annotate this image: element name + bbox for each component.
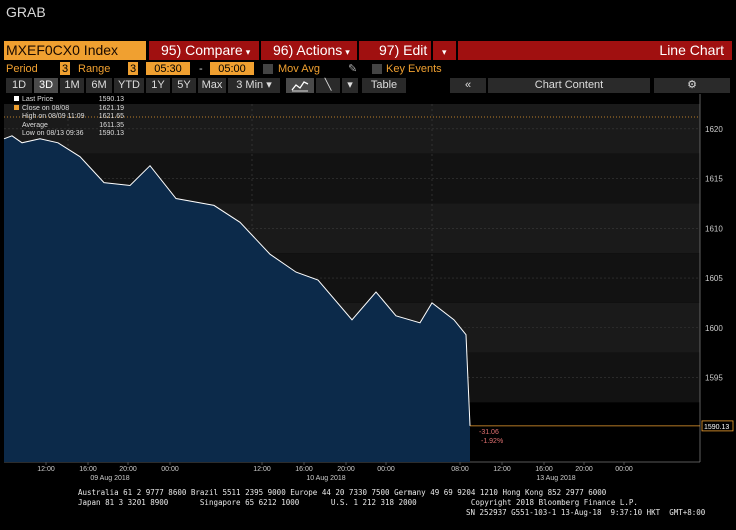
compare-label: 95) Compare <box>161 42 243 58</box>
range-1y-button[interactable]: 1Y <box>146 78 170 93</box>
legend-label: Close on 08/08 <box>22 104 70 112</box>
price-chart[interactable]: 1620 1615 1610 1605 1600 1595 1590.13 -31.06 -1.… <box>0 94 736 486</box>
x-tick-label: 20:00 <box>337 466 355 473</box>
legend-high: High on 08/09 11:09 <box>22 113 85 120</box>
pencil-icon[interactable]: ✎ <box>348 63 358 75</box>
last-price-box <box>701 420 734 432</box>
toolbar: 1D 3D 1M 6M YTD 1Y 5Y Max 3 Min ▾ ╲ ▾ Ta… <box>4 78 732 93</box>
x-tick-label: 16:00 <box>79 466 97 473</box>
actions-button[interactable]: 96) Actions ▾ <box>261 41 357 60</box>
price-line <box>3 135 471 426</box>
x-tick-label: 00:00 <box>377 466 395 473</box>
line-chart-glyph <box>291 81 309 92</box>
chart-content-label: Chart Content <box>534 79 604 91</box>
range-5y-button[interactable]: 5Y <box>172 78 196 93</box>
x-tick-label: 00:00 <box>161 466 179 473</box>
range-3d-button[interactable]: 3D <box>34 78 58 93</box>
ticker-field[interactable]: MXEF0CX0 Index <box>4 41 146 60</box>
time-to-field[interactable]: 05:00 <box>210 62 254 75</box>
edit-label: 97) Edit <box>379 42 428 58</box>
line-chart-icon[interactable] <box>286 78 314 93</box>
legend-average: Average <box>22 121 48 129</box>
x-tick-label: 00:00 <box>615 466 633 473</box>
chart-content-button[interactable]: Chart Content <box>488 78 650 93</box>
range-ytd-button[interactable]: YTD <box>114 78 144 93</box>
legend-value: 1611.35 <box>99 121 124 129</box>
interval-label: 3 Min <box>236 79 264 91</box>
legend-close: Close on 08/08 <box>14 104 94 114</box>
key-events-label: Key Events <box>386 63 442 75</box>
period-field[interactable]: 3 <box>60 62 70 75</box>
legend-label: Last Price <box>22 96 54 103</box>
range-label: Range <box>78 63 111 75</box>
legend-values: 1590.13 1621.19 1621.65 1611.35 1590.13 <box>92 96 124 139</box>
x-tick-label: 20:00 <box>119 466 137 473</box>
annotation-icon[interactable]: ╲ <box>316 78 340 93</box>
footer-session: SN 252937 G551-103-1 13-Aug-18 9:37:10 H… <box>466 508 706 517</box>
chevron-down-icon: ▾ <box>266 79 272 91</box>
mov-avg-checkbox[interactable] <box>263 64 273 74</box>
time-from-field[interactable]: 05:30 <box>146 62 190 75</box>
legend-swatch-close <box>14 104 19 110</box>
settings-row: Period 3 Range 3 05:30 - 05:00 Mov Avg ✎… <box>4 62 732 76</box>
y-tick-label: 1620 <box>705 125 723 134</box>
range-1m-button[interactable]: 1M <box>60 78 84 93</box>
legend-value: 1621.65 <box>98 113 124 120</box>
x-tick-label: 16:00 <box>535 466 553 473</box>
x-tick-label: 12:00 <box>493 466 511 473</box>
legend-value: 1590.13 <box>98 96 124 103</box>
table-button[interactable]: Table <box>362 78 406 93</box>
legend-swatch-last <box>14 96 19 101</box>
y-tick-label: 1595 <box>705 373 723 382</box>
x-tick-label: 12:00 <box>37 466 55 473</box>
chevron-down-icon: ▾ <box>245 47 251 57</box>
collapse-icon[interactable]: « <box>450 78 486 93</box>
y-tick-label: 1600 <box>705 324 723 333</box>
compare-button[interactable]: 95) Compare ▾ <box>149 41 259 60</box>
command-bar: MXEF0CX0 Index 95) Compare ▾ 96) Actions ▾… <box>4 41 732 60</box>
x-tick-label: 16:00 <box>295 466 313 473</box>
range-6m-button[interactable]: 6M <box>86 78 112 93</box>
chevron-down-icon: ▾ <box>442 47 447 57</box>
legend-labels: Last Price Close on 08/08 High on 08/09 … <box>14 96 94 139</box>
date-label: 10 Aug 2018 <box>306 475 345 482</box>
range-1d-button[interactable]: 1D <box>6 78 32 93</box>
change-percent: -1.92% <box>481 438 503 445</box>
legend-low: Low on 08/13 09:36 <box>22 130 84 137</box>
chart-type-button[interactable]: Line Chart <box>458 41 732 60</box>
change-value: -31.06 <box>479 429 499 436</box>
interval-select[interactable]: 3 Min ▾ <box>228 78 280 93</box>
actions-label: 96) Actions <box>273 42 343 58</box>
x-tick-label: 12:00 <box>253 466 271 473</box>
x-tick-label: 08:00 <box>451 466 469 473</box>
chevron-down-icon: ▾ <box>345 47 350 57</box>
y-tick-label: 1605 <box>705 274 723 283</box>
y-tick-label: 1610 <box>705 224 723 233</box>
edit-menu-button[interactable]: ▾ <box>433 41 456 60</box>
time-separator: - <box>199 63 203 75</box>
legend-value: 1621.19 <box>98 104 124 112</box>
date-label: 13 Aug 2018 <box>536 475 575 482</box>
date-label: 09 Aug 2018 <box>90 475 129 482</box>
y-tick-label: 1615 <box>705 175 723 184</box>
gear-icon[interactable]: ⚙ <box>654 78 730 93</box>
range-field[interactable]: 3 <box>128 62 138 75</box>
range-max-button[interactable]: Max <box>198 78 226 93</box>
mov-avg-label: Mov Avg <box>278 63 320 75</box>
last-price-label: 1590.13 <box>704 424 729 431</box>
edit-button[interactable]: 97) Edit <box>359 41 431 60</box>
key-events-checkbox[interactable] <box>372 64 382 74</box>
price-area <box>4 135 470 463</box>
period-label: Period <box>6 63 38 75</box>
footer-contacts-1: Australia 61 2 9777 8600 Brazil 5511 239… <box>78 488 607 497</box>
chevron-down-icon[interactable]: ▾ <box>342 78 358 93</box>
window-title: GRAB <box>6 4 46 20</box>
x-tick-label: 20:00 <box>575 466 593 473</box>
legend-last-price: Last Price <box>14 96 94 105</box>
footer-contacts-2: Japan 81 3 3201 8900 Singapore 65 6212 1… <box>78 498 638 507</box>
legend-value: 1590.13 <box>98 130 124 137</box>
